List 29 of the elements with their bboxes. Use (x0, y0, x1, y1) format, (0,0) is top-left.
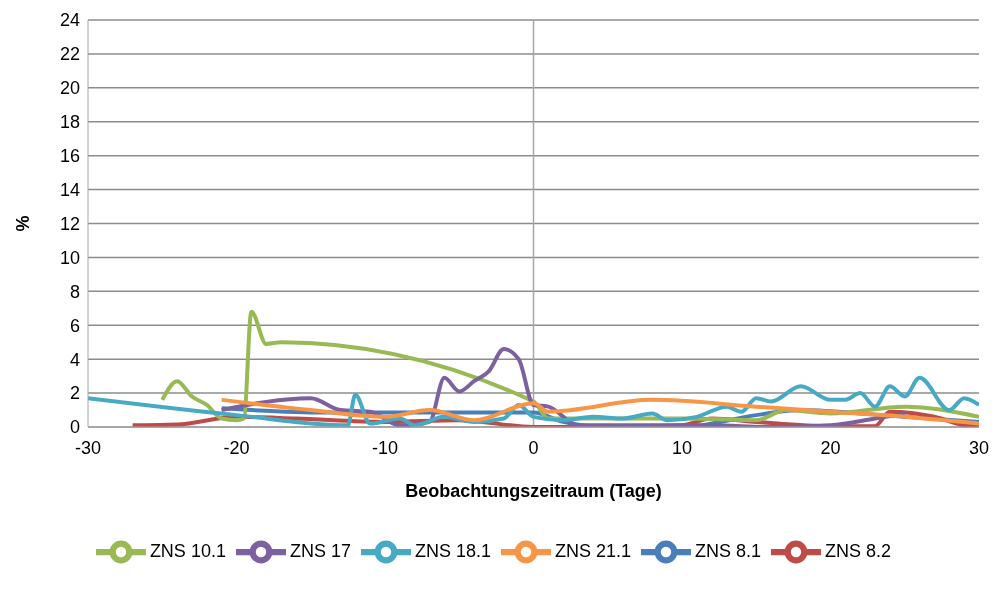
x-axis-title: Beobachtungszeitraum (Tage) (405, 481, 662, 501)
x-tick-label: 20 (820, 437, 841, 458)
x-tick-label: -10 (371, 437, 399, 458)
legend-label: ZNS 21.1 (555, 540, 632, 561)
legend-label: ZNS 18.1 (414, 540, 491, 561)
x-tick-label: -30 (74, 437, 102, 458)
y-tick-label: 20 (59, 78, 80, 99)
x-tick-label: 0 (528, 437, 539, 458)
y-tick-label: 18 (59, 112, 80, 133)
y-tick-label: 8 (69, 281, 80, 302)
legend-label: ZNS 17 (289, 540, 351, 561)
y-tick-label: 6 (69, 315, 80, 336)
legend-label: ZNS 8.2 (825, 540, 892, 561)
y-tick-label: 10 (59, 247, 80, 268)
x-tick-label: 10 (671, 437, 693, 458)
x-tick-label: 30 (968, 437, 990, 458)
legend-label: ZNS 8.1 (695, 540, 762, 561)
x-tick-label: -20 (223, 437, 250, 458)
y-tick-label: 2 (69, 383, 80, 404)
y-tick-label: 4 (69, 349, 80, 370)
y-axis-title: % (13, 215, 34, 232)
line-series (219, 397, 979, 426)
y-tick-label: 12 (59, 213, 80, 234)
legend-label: ZNS 10.1 (149, 540, 226, 561)
y-tick-label: 0 (69, 417, 80, 438)
y-tick-label: 24 (59, 10, 80, 31)
y-tick-label: 14 (59, 179, 80, 200)
y-tick-label: 16 (59, 146, 80, 167)
y-tick-label: 22 (59, 44, 80, 65)
